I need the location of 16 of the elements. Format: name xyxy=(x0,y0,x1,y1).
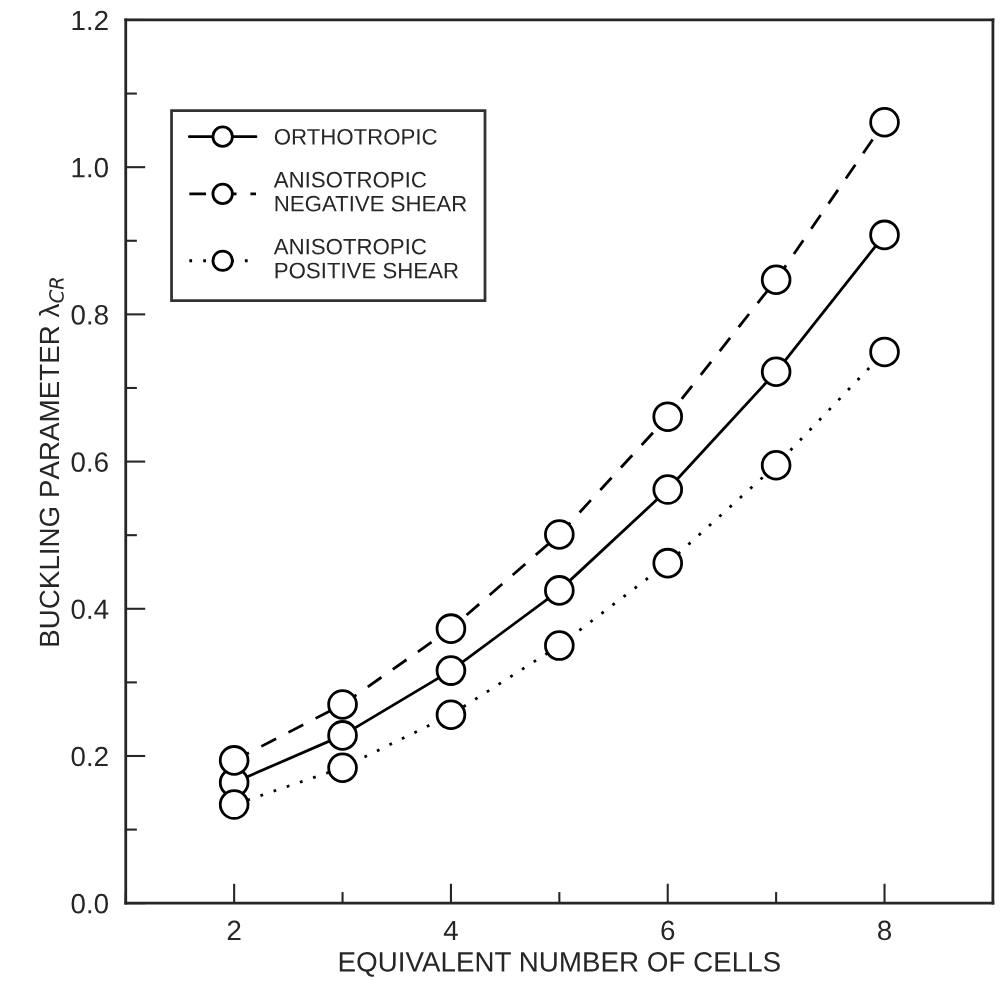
y-tick-label: 0.8 xyxy=(71,305,108,325)
legend-label: ANISOTROPIC NEGATIVE SHEAR xyxy=(273,171,467,212)
y-tick-label: 0.0 xyxy=(71,893,108,914)
legend-label: ANISOTROPIC POSITIVE SHEAR xyxy=(273,238,458,279)
x-tick-label: 6 xyxy=(661,920,675,941)
y-tick-label: 1.0 xyxy=(72,157,108,178)
x-tick-label: 4 xyxy=(443,920,458,940)
y-tick-label: 0.6 xyxy=(71,452,108,472)
y-tick-label: 1.2 xyxy=(72,10,108,31)
y-tick-label: 0.2 xyxy=(71,746,108,767)
x-tick-label: 8 xyxy=(878,920,892,941)
x-axis-title: EQUIVALENT NUMBER OF CELLS xyxy=(339,952,780,977)
y-axis-title: BUCKLING PARAMETER λ$_{CR}$ xyxy=(38,278,64,646)
y-tick-label: 0.4 xyxy=(71,599,109,620)
x-tick-label: 2 xyxy=(227,920,241,940)
legend-label: ORTHOTROPIC xyxy=(274,128,437,145)
